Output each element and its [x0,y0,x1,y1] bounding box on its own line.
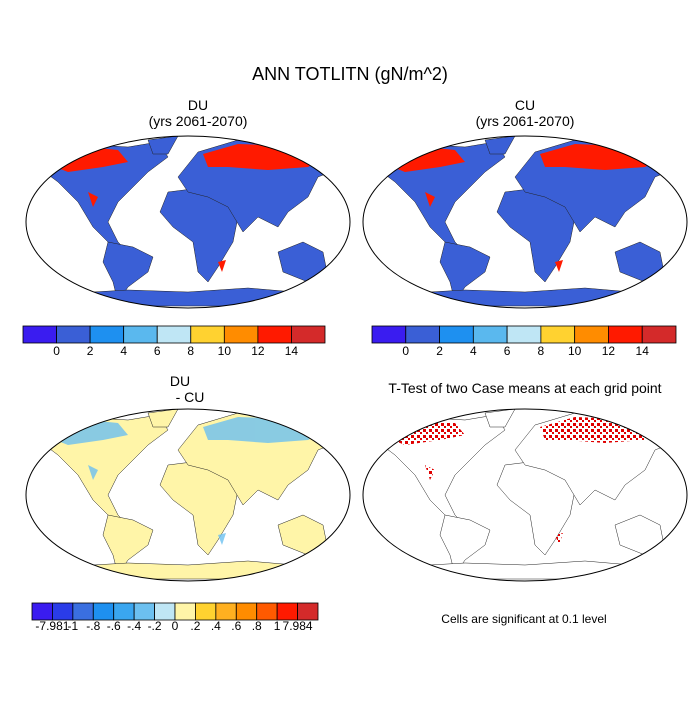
colorbar-box [174,602,196,621]
colorbar-label: -7.981 [35,619,69,633]
colorbar-box [190,325,225,344]
colorbars: 0 2 4 6 8 10 12 14 0 2 4 6 8 10 12 14-7.981-1 -.8 -.6 -.4-… [22,325,677,633]
colorbar-label: .2 [190,619,200,633]
colorbar-box [133,602,155,621]
colorbar-box [56,325,91,344]
colorbar-box [276,602,298,621]
colorbar-label: 0 [53,344,60,358]
colorbar-box [291,325,326,344]
colorbar-label: 0 [172,619,179,633]
colorbar-box [506,325,542,344]
colorbar-box [22,325,57,344]
colorbar-box [256,602,278,621]
map [362,135,688,309]
colorbar-box [472,325,508,344]
colorbar-box [195,602,217,621]
colorbar-box [123,325,158,344]
colorbar-box [235,602,258,621]
note: Cells are significant at 0.1 level [441,612,606,626]
colorbar-label: 10 [568,344,582,358]
colorbar-label: 1 [274,619,281,633]
colorbar-box [405,325,440,344]
colorbar-label: 6 [154,344,161,358]
panel-subtitle: (yrs 2061-2070) [149,113,248,129]
colorbar-label: 12 [251,344,265,358]
panel-title: DU [188,97,208,113]
colorbar-box [215,602,237,621]
colorbar-label: .8 [252,619,262,633]
colorbar-box [52,602,74,621]
colorbar-box [31,602,53,621]
colorbar-label: 4 [120,344,127,358]
figure-title: ANN TOTLITN (gN/m^2) [252,64,448,84]
colorbar-label: .6 [231,619,241,633]
colorbar-box [89,325,125,344]
colorbar-box [641,325,677,344]
colorbar-label: 7.984 [283,619,313,633]
colorbar-box [608,325,643,344]
map [362,408,688,582]
colorbar-box [371,325,407,344]
colorbar-box [72,602,94,621]
colorbar-label: -.2 [148,619,162,633]
colorbar-label: 8 [187,344,194,358]
colorbar-label: 8 [538,344,545,358]
colorbar-label: .4 [211,619,221,633]
map [25,135,351,309]
colorbar-label: 6 [504,344,511,358]
colorbar-box [574,325,609,344]
colorbar-box [439,325,474,344]
colorbar-label: 4 [470,344,477,358]
colorbar-box [540,325,576,344]
colorbar-box [156,325,192,344]
colorbar-label: -.4 [127,619,141,633]
colorbar-label: 0 [402,344,409,358]
colorbar-label: 14 [636,344,650,358]
panel-subtitle: - CU [176,389,205,405]
colorbar-box [297,602,319,621]
colorbar-label: -.6 [107,619,121,633]
colorbar-box [113,602,135,621]
colorbar-box [154,602,176,621]
panel-title: CU [515,97,535,113]
colorbar-label: -1 [68,619,79,633]
panel-subtitle: (yrs 2061-2070) [476,113,575,129]
colorbar-label: 2 [87,344,94,358]
panel-title: T-Test of two Case means at each grid po… [388,380,661,396]
colorbar-box [257,325,292,344]
colorbar-label: 14 [285,344,299,358]
colorbar-box [223,325,259,344]
colorbar-label: 10 [218,344,232,358]
colorbar-label: -.8 [86,619,100,633]
map [25,408,351,582]
colorbar-label: 12 [602,344,616,358]
panel-title: DU [170,373,190,389]
colorbar-label: 2 [436,344,443,358]
colorbar-box [92,602,115,621]
